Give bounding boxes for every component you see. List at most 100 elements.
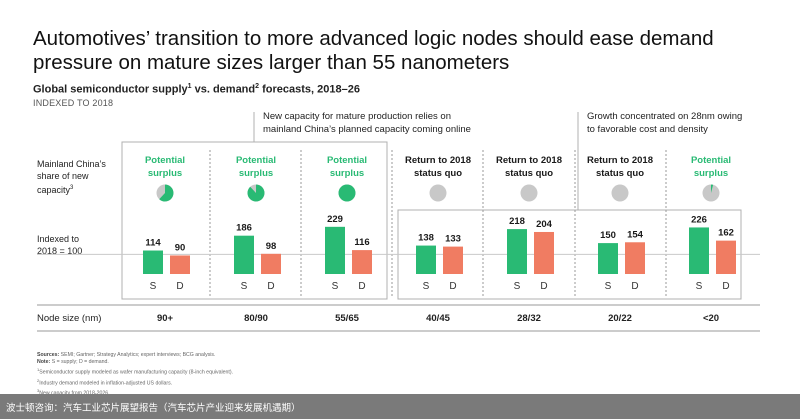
status-line: surplus bbox=[693, 168, 729, 179]
bar-s bbox=[234, 235, 254, 274]
bar-series-label: D bbox=[540, 281, 547, 292]
callout-right-line1: Growth concentrated on 28nm owing bbox=[587, 111, 743, 122]
status-line: Potential bbox=[326, 155, 368, 166]
bar-value-label: 162 bbox=[718, 228, 734, 239]
status-label-6: Potential surplus bbox=[666, 154, 756, 180]
footnote-note: Note: S = supply; D = demand. bbox=[37, 359, 233, 366]
fn3-mark: 3 bbox=[37, 388, 40, 394]
bar-series-label: D bbox=[267, 281, 274, 292]
bar-value-label: 154 bbox=[627, 229, 644, 240]
china-share-line1: Mainland China’s bbox=[37, 159, 106, 169]
bar-value-label: 138 bbox=[418, 233, 434, 244]
status-label-3: Return to 2018 status quo bbox=[393, 154, 483, 180]
status-line: status quo bbox=[413, 168, 463, 179]
bar-d bbox=[625, 242, 645, 274]
status-line: Potential bbox=[144, 155, 186, 166]
bar-value-label: 90 bbox=[175, 242, 186, 253]
bar-s bbox=[143, 250, 163, 274]
status-label-2: Potential surplus bbox=[302, 154, 392, 180]
bar-s bbox=[325, 226, 345, 274]
bar-s bbox=[416, 245, 436, 274]
footnotes: Sources: SEMI; Gartner; Strategy Analyti… bbox=[37, 352, 233, 398]
bar-value-label: 133 bbox=[445, 234, 461, 245]
status-line: surplus bbox=[329, 168, 365, 179]
bar-series-label: D bbox=[176, 281, 183, 292]
chart-subtitle: Global semiconductor supply1 vs. demand2… bbox=[33, 83, 360, 96]
node-size-value: <20 bbox=[702, 313, 720, 324]
node-size-value: 28/32 bbox=[517, 313, 541, 324]
china-share-pie-slice bbox=[711, 184, 714, 193]
bar-value-label: 226 bbox=[691, 214, 707, 225]
bar-value-label: 218 bbox=[509, 216, 525, 227]
subtitle-tail: forecasts, 2018–26 bbox=[259, 83, 360, 96]
bar-d bbox=[534, 231, 554, 274]
china-share-pie-slice bbox=[247, 184, 265, 202]
fn2-mark: 2 bbox=[37, 377, 40, 383]
note-text: S = supply; D = demand. bbox=[50, 359, 109, 365]
bar-series-label: S bbox=[150, 281, 157, 292]
bar-d bbox=[352, 250, 372, 274]
status-line: Return to 2018 bbox=[405, 155, 471, 166]
bar-value-label: 98 bbox=[266, 241, 277, 252]
bar-series-label: S bbox=[332, 281, 339, 292]
china-share-line3-text: capacity bbox=[37, 185, 71, 195]
china-share-pie-slice bbox=[159, 184, 174, 202]
bar-series-label: D bbox=[631, 281, 638, 292]
indexed-note: INDEXED TO 2018 bbox=[33, 98, 114, 108]
chart-title: Automotives’ transition to more advanced… bbox=[33, 27, 714, 74]
bar-value-label: 114 bbox=[145, 238, 161, 249]
status-line: Return to 2018 bbox=[496, 155, 562, 166]
node-size-value: 55/65 bbox=[335, 313, 359, 324]
bar-series-label: S bbox=[514, 281, 521, 292]
bar-s bbox=[598, 243, 618, 274]
china-share-label: Mainland China’s share of new capacity3 bbox=[37, 158, 106, 196]
sources-text: SEMI; Gartner; Strategy Analytics; exper… bbox=[59, 352, 216, 358]
node-size-value: 40/45 bbox=[426, 313, 450, 324]
bar-series-label: D bbox=[722, 281, 729, 292]
footnote-sources: Sources: SEMI; Gartner; Strategy Analyti… bbox=[37, 352, 233, 359]
subtitle-sup2: 2 bbox=[255, 83, 260, 90]
callout-left-line2: mainland China’s planned capacity coming… bbox=[263, 124, 471, 135]
footer-text: 波士顿咨询：汽车工业芯片展望报告（汽车芯片产业迎来发展机遇期） bbox=[6, 403, 301, 414]
callout-28nm: Growth concentrated on 28nm owing to fav… bbox=[587, 110, 742, 136]
footnote-1: 1Semiconductor supply modeled as wafer m… bbox=[37, 366, 233, 377]
china-share-line3: capacity3 bbox=[37, 182, 106, 196]
china-share-line2: share of new bbox=[37, 171, 89, 181]
bar-value-label: 186 bbox=[236, 223, 252, 234]
china-share-pie-bg bbox=[611, 184, 629, 202]
node-size-value: 20/22 bbox=[608, 313, 632, 324]
status-line: status quo bbox=[504, 168, 554, 179]
status-label-0: Potential surplus bbox=[120, 154, 210, 180]
bar-d bbox=[443, 246, 463, 274]
status-line: surplus bbox=[238, 168, 274, 179]
status-line: Potential bbox=[690, 155, 732, 166]
index-line1: Indexed to bbox=[37, 234, 80, 244]
bar-series-label: S bbox=[241, 281, 248, 292]
bar-value-label: 204 bbox=[536, 219, 553, 230]
bar-d bbox=[716, 240, 736, 274]
bar-series-label: D bbox=[449, 281, 456, 292]
node-size-value: 90+ bbox=[156, 313, 174, 324]
subtitle-text: Global semiconductor supply bbox=[33, 83, 188, 96]
bar-d bbox=[170, 255, 190, 274]
status-label-4: Return to 2018 status quo bbox=[484, 154, 574, 180]
status-line: Potential bbox=[235, 155, 277, 166]
status-line: status quo bbox=[595, 168, 645, 179]
bar-value-label: 229 bbox=[327, 214, 343, 225]
subtitle-sup1: 1 bbox=[187, 83, 192, 90]
bar-s bbox=[689, 227, 709, 274]
status-label-5: Return to 2018 status quo bbox=[575, 154, 665, 180]
fn1-mark: 1 bbox=[37, 367, 40, 372]
fn2-text: Industry demand modeled in inflation-adj… bbox=[39, 380, 173, 387]
node-size-value: 80/90 bbox=[244, 313, 268, 324]
bar-series-label: D bbox=[358, 281, 365, 292]
callout-mature-capacity: New capacity for mature production relie… bbox=[263, 110, 471, 136]
bar-series-label: S bbox=[605, 281, 612, 292]
bar-value-label: 116 bbox=[354, 237, 369, 248]
bar-s bbox=[507, 229, 527, 274]
china-share-pie-slice bbox=[338, 184, 356, 202]
bar-series-label: S bbox=[696, 281, 703, 292]
sources-label: Sources: bbox=[37, 352, 60, 358]
subtitle-mid: vs. demand bbox=[191, 83, 256, 96]
fn1-text: Semiconductor supply modeled as wafer ma… bbox=[39, 369, 234, 376]
